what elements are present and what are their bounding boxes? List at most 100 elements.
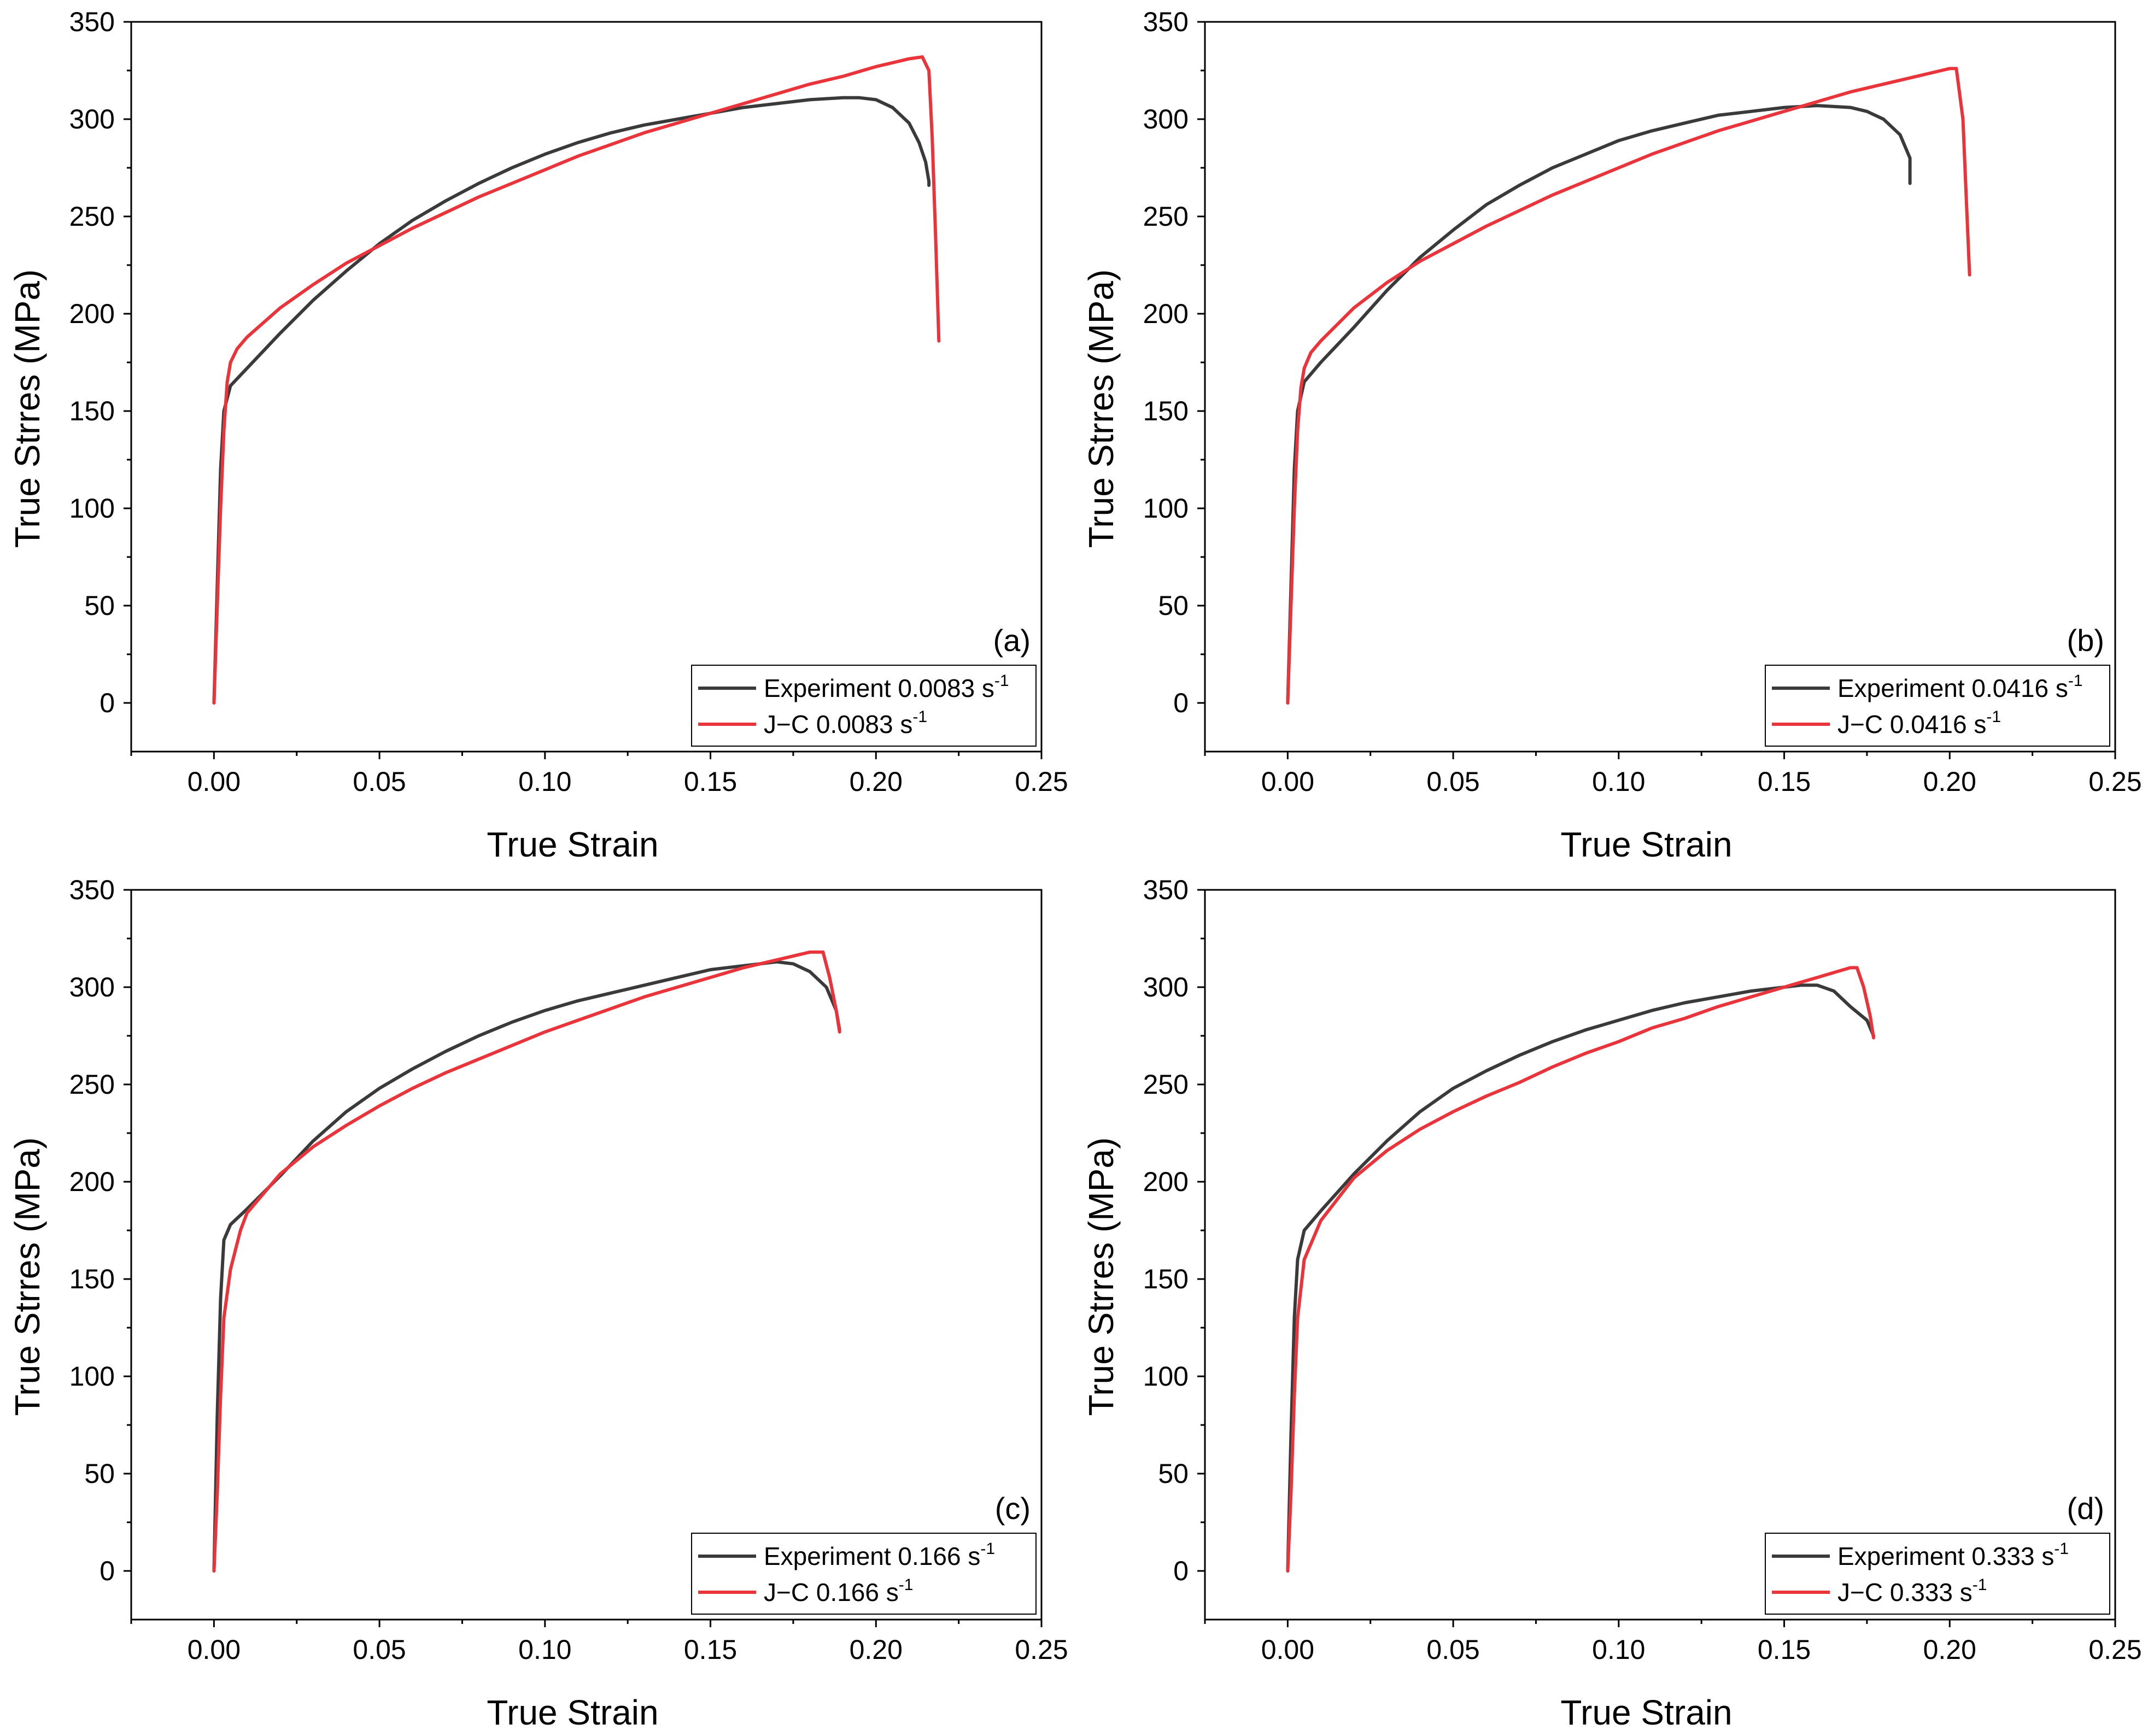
legend-label-superscript: -1	[980, 1540, 995, 1558]
y-tick-label: 150	[69, 396, 115, 426]
jc-series-line	[212, 55, 941, 705]
legend-box	[1765, 665, 2110, 747]
x-tick-label: 0.20	[1923, 1634, 1976, 1665]
legend-box	[1765, 1533, 2110, 1615]
y-tick-label: 100	[1143, 1361, 1189, 1392]
y-tick-label: 250	[69, 201, 115, 232]
plot-frame	[1204, 21, 2116, 753]
plot-frame	[1204, 889, 2116, 1621]
legend-label-superscript: -1	[899, 1576, 914, 1594]
legend-label-jc: J−C 0.0083 s-1	[764, 708, 927, 738]
chart-c-svg: 0.00 0.05 0.10 0.15 0.20 0.25 0 50 100 150 200 250 3…	[8, 875, 1068, 1732]
plot-frame	[130, 21, 1043, 753]
y-tick-label: 100	[1143, 493, 1189, 524]
x-axis-title: True Strain	[487, 1693, 658, 1732]
y-tick-label: 250	[1143, 201, 1189, 232]
jc-series-line	[212, 950, 841, 1573]
y-tick-label: 200	[1143, 298, 1189, 329]
x-tick-label: 0.10	[518, 1634, 571, 1665]
y-tick-label: 0	[1173, 1556, 1189, 1586]
x-tick-label: 0.05	[353, 766, 406, 797]
y-tick-label: 50	[1158, 1458, 1189, 1489]
y-axis-title: True Strres (MPa)	[8, 1137, 47, 1416]
y-tick-label: 300	[69, 104, 115, 134]
legend-label-text: J−C 0.0416 s	[1837, 710, 1986, 738]
x-axis-title: True Strain	[1560, 825, 1732, 864]
y-axis-title: True Strres (MPa)	[1081, 269, 1121, 548]
chart-panel-c: 0.00 0.05 0.10 0.15 0.20 0.25 0 50 100 150 200 250 3…	[0, 868, 1074, 1736]
x-tick-label: 0.25	[1015, 1634, 1068, 1665]
jc-series-line	[1286, 966, 1875, 1573]
legend-box	[691, 1533, 1037, 1615]
x-tick-label: 0.20	[1923, 766, 1976, 797]
y-tick-label: 300	[1143, 104, 1189, 134]
y-tick-label: 0	[100, 1556, 115, 1586]
legend-label-text: J−C 0.0083 s	[764, 710, 912, 738]
x-tick-label: 0.00	[1261, 1634, 1314, 1665]
legend-label-text: Experiment 0.0416 s	[1837, 674, 2068, 702]
x-tick-label: 0.15	[684, 1634, 737, 1665]
y-tick-label: 350	[69, 7, 115, 37]
y-tick-label: 100	[69, 493, 115, 524]
legend-label-superscript: -1	[2068, 672, 2083, 690]
x-tick-label: 0.25	[2088, 1634, 2141, 1665]
y-tick-label: 350	[1143, 875, 1189, 905]
y-tick-label: 350	[69, 875, 115, 905]
chart-panel-d: 0.00 0.05 0.10 0.15 0.20 0.25 0 50 100 150 200 250 3…	[1074, 868, 2147, 1736]
legend-label-text: Experiment 0.166 s	[764, 1542, 980, 1570]
chart-panel-a: 0.00 0.05 0.10 0.15 0.20 0.25 0 50 100 150 200 250 3…	[0, 0, 1074, 868]
y-axis-title: True Strres (MPa)	[8, 269, 47, 548]
legend-label-text: Experiment 0.0083 s	[764, 674, 994, 702]
y-tick-label: 150	[69, 1264, 115, 1294]
y-tick-label: 200	[1143, 1166, 1189, 1197]
y-tick-label: 300	[69, 972, 115, 1002]
y-tick-label: 150	[1143, 396, 1189, 426]
panel-label: (b)	[2067, 623, 2104, 658]
y-axis-title: True Strres (MPa)	[1081, 1137, 1121, 1416]
x-tick-label: 0.00	[188, 766, 241, 797]
jc-series-line	[1286, 67, 1971, 705]
y-tick-label: 50	[84, 1458, 115, 1489]
y-tick-label: 100	[69, 1361, 115, 1392]
panel-label: (d)	[2067, 1491, 2104, 1526]
x-tick-label: 0.20	[850, 766, 903, 797]
x-tick-label: 0.00	[188, 1634, 241, 1665]
x-axis-title: True Strain	[487, 825, 658, 864]
panel-label: (c)	[995, 1491, 1031, 1526]
y-tick-label: 350	[1143, 7, 1189, 37]
legend-label-jc: J−C 0.333 s-1	[1837, 1576, 1987, 1606]
x-tick-label: 0.05	[353, 1634, 406, 1665]
legend-label-superscript: -1	[2054, 1540, 2069, 1558]
y-tick-label: 250	[1143, 1069, 1189, 1100]
legend-label-experiment: Experiment 0.0416 s-1	[1837, 672, 2083, 702]
legend-label-text: J−C 0.333 s	[1837, 1578, 1973, 1606]
legend-label-experiment: Experiment 0.0083 s-1	[764, 672, 1009, 702]
x-tick-label: 0.00	[1261, 766, 1314, 797]
legend-label-jc: J−C 0.166 s-1	[764, 1576, 913, 1606]
x-tick-label: 0.10	[1592, 766, 1645, 797]
experiment-series-line	[1286, 983, 1875, 1573]
y-tick-label: 250	[69, 1069, 115, 1100]
x-axis-title: True Strain	[1560, 1693, 1732, 1732]
legend-label-text: J−C 0.166 s	[764, 1578, 899, 1606]
x-tick-label: 0.25	[1015, 766, 1068, 797]
y-tick-label: 50	[84, 590, 115, 621]
chart-b-svg: 0.00 0.05 0.10 0.15 0.20 0.25 0 50 100 150 200 250 3…	[1081, 7, 2142, 864]
legend-label-experiment: Experiment 0.166 s-1	[764, 1540, 995, 1570]
experiment-series-line	[212, 96, 931, 705]
legend-label-text: Experiment 0.333 s	[1837, 1542, 2054, 1570]
y-tick-label: 150	[1143, 1264, 1189, 1294]
y-tick-label: 0	[100, 688, 115, 718]
x-tick-label: 0.10	[1592, 1634, 1645, 1665]
panel-label: (a)	[993, 623, 1031, 658]
chart-panel-b: 0.00 0.05 0.10 0.15 0.20 0.25 0 50 100 150 200 250 3…	[1074, 0, 2147, 868]
x-tick-label: 0.20	[850, 1634, 903, 1665]
legend-label-superscript: -1	[912, 708, 927, 726]
x-tick-label: 0.15	[1758, 766, 1811, 797]
chart-a-svg: 0.00 0.05 0.10 0.15 0.20 0.25 0 50 100 150 200 250 3…	[8, 7, 1068, 864]
legend-box	[691, 665, 1037, 747]
legend-label-superscript: -1	[1973, 1576, 1987, 1594]
x-tick-label: 0.05	[1426, 1634, 1479, 1665]
y-tick-label: 0	[1173, 688, 1189, 718]
